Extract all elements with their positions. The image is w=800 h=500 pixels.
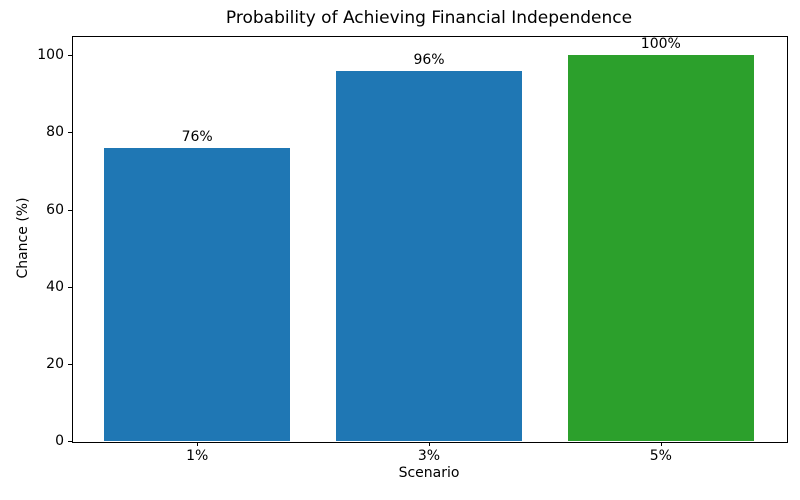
x-tick-label: 5% [649, 448, 672, 464]
y-tick-mark [68, 209, 72, 211]
y-tick-mark [68, 132, 72, 134]
y-tick-mark [68, 441, 72, 442]
y-tick-label: 40 [46, 278, 64, 295]
bar [104, 147, 290, 441]
bar-value-label: 76% [181, 128, 213, 145]
bar-value-label: 100% [640, 36, 681, 53]
x-axis-label: Scenario [398, 465, 460, 481]
x-tick-mark [660, 442, 662, 446]
y-tick-mark [68, 363, 72, 365]
bar [568, 55, 754, 441]
x-tick-label: 3% [417, 448, 441, 464]
y-tick-label: 0 [55, 433, 64, 449]
y-tick-mark [68, 55, 72, 57]
x-tick-mark [429, 442, 430, 446]
x-tick-label: 1% [186, 448, 209, 464]
y-tick-label: 100 [37, 47, 64, 64]
y-tick-label: 60 [46, 201, 64, 218]
y-tick-mark [68, 286, 72, 288]
x-tick-mark [197, 442, 199, 446]
bar [336, 70, 522, 441]
y-tick-label: 20 [46, 355, 64, 372]
y-tick-label: 80 [46, 124, 64, 141]
chart-title: Probability of Achieving Financial Indep… [225, 8, 633, 28]
bar-value-label: 96% [413, 51, 445, 68]
